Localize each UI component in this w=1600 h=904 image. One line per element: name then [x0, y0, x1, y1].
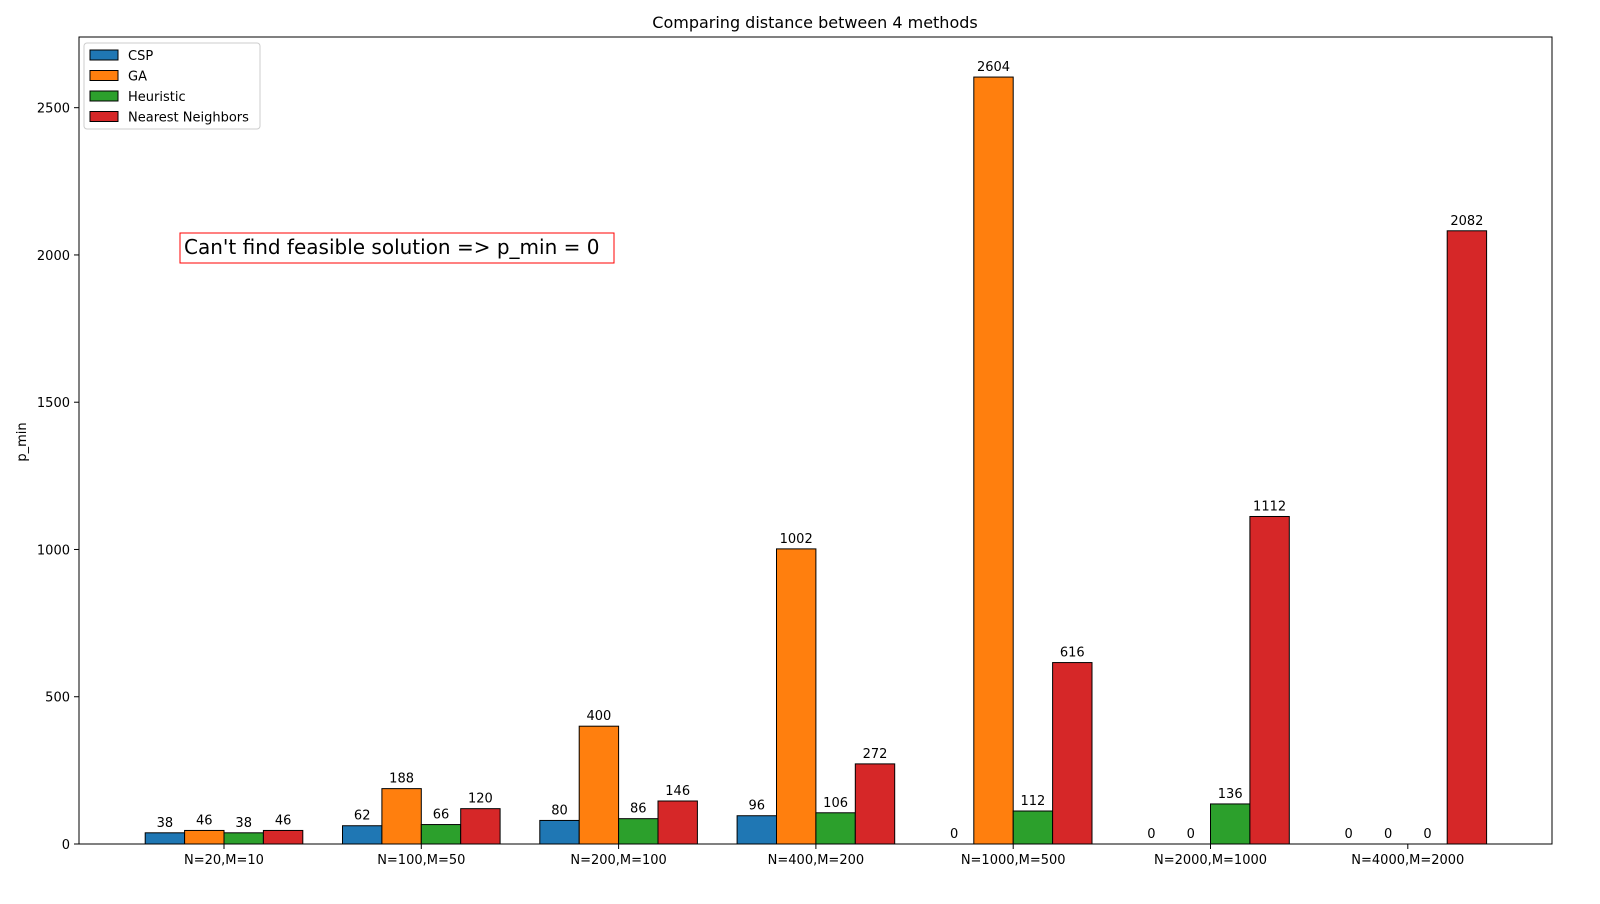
legend-item: Heuristic	[89, 90, 186, 105]
data-label: 188	[389, 772, 414, 787]
legend-swatch	[89, 70, 119, 81]
data-label: 86	[630, 802, 647, 817]
bar	[1012, 810, 1054, 845]
x-tick-label: N=100,M=50	[377, 853, 465, 868]
bar	[657, 800, 698, 845]
data-label: 0	[950, 827, 958, 842]
data-label: 96	[749, 799, 766, 814]
data-label: 146	[665, 784, 690, 799]
bar	[578, 725, 620, 845]
bar	[223, 832, 264, 845]
bar	[815, 812, 856, 845]
data-label: 1002	[780, 532, 813, 547]
bar	[184, 829, 225, 845]
legend-item: Nearest Neighbors	[89, 111, 249, 126]
data-label: 0	[1187, 827, 1195, 842]
data-label: 0	[1423, 827, 1431, 842]
bar	[539, 819, 580, 845]
y-tick-label: 2000	[37, 249, 70, 264]
data-label: 38	[235, 816, 252, 831]
data-label: 112	[1020, 794, 1045, 809]
bar	[144, 832, 186, 845]
y-axis-label: p_min	[15, 422, 30, 461]
chart-title: Comparing distance between 4 methods	[652, 13, 977, 32]
data-label: 38	[157, 816, 174, 831]
x-tick-label: N=400,M=200	[768, 853, 864, 868]
legend-swatch	[89, 90, 119, 102]
y-tick-label: 1000	[37, 543, 70, 558]
annotation-box	[179, 232, 615, 264]
bar	[262, 829, 304, 845]
bar	[381, 788, 422, 845]
legend-label: Heuristic	[128, 90, 186, 105]
data-label: 0	[1384, 827, 1392, 842]
x-tick-label: N=200,M=100	[570, 853, 666, 868]
legend-label: CSP	[128, 49, 153, 64]
data-label: 106	[823, 796, 848, 811]
data-label: 136	[1218, 787, 1243, 802]
data-label: 46	[275, 813, 292, 828]
data-label: 80	[551, 803, 568, 818]
data-label: 1112	[1253, 499, 1286, 514]
x-tick-label: N=4000,M=2000	[1351, 853, 1464, 868]
data-label: 120	[468, 792, 493, 807]
y-tick-label: 500	[45, 691, 70, 706]
data-label: 46	[196, 813, 213, 828]
legend-swatch	[89, 111, 119, 122]
data-label: 2604	[977, 60, 1010, 75]
y-tick-label: 0	[62, 838, 70, 853]
bar	[1052, 662, 1093, 845]
x-axis: N=20,M=10 N=100,M=50 N=200,M=100 N=400,M=20…	[184, 844, 1464, 868]
legend-box	[83, 42, 261, 130]
data-label: 272	[863, 747, 888, 762]
data-label: 2082	[1450, 214, 1483, 229]
annotation-text: Can't find feasible solution => p_min = …	[184, 235, 599, 259]
bar	[342, 825, 383, 845]
data-label: 0	[1345, 827, 1353, 842]
bar	[1446, 230, 1488, 845]
data-label: 0	[1147, 827, 1155, 842]
x-tick-label: N=1000,M=500	[961, 853, 1066, 868]
bar	[854, 763, 896, 845]
bar	[776, 548, 817, 845]
bar	[420, 824, 462, 845]
legend-swatch	[89, 49, 119, 61]
y-tick-label: 2500	[37, 102, 70, 117]
annotation: Can't find feasible solution => p_min = …	[179, 232, 615, 264]
y-axis: 0 500 1000 1500 2000 2500	[37, 102, 79, 853]
legend-item: GA	[89, 70, 147, 85]
bar	[1249, 515, 1290, 845]
bar	[460, 808, 501, 845]
x-tick-label: N=20,M=10	[184, 853, 264, 868]
bar	[736, 815, 777, 845]
legend: CSP GA Heuristic Nearest Neighbors	[83, 42, 261, 130]
data-label: 616	[1060, 646, 1085, 661]
legend-item: CSP	[89, 49, 153, 64]
data-label: 400	[586, 709, 611, 724]
bar	[618, 818, 659, 845]
bar	[973, 76, 1014, 845]
x-tick-label: N=2000,M=1000	[1154, 853, 1267, 868]
legend-label: Nearest Neighbors	[128, 111, 249, 126]
bar	[1210, 803, 1251, 845]
data-label: 62	[354, 809, 371, 824]
bars-layer	[144, 76, 1488, 845]
data-label: 66	[433, 808, 450, 823]
data-labels-layer: 38 46 38 46 62 188 66 120 80 400 86 146 96 1002 106 272…	[157, 60, 1484, 842]
legend-label: GA	[128, 70, 147, 85]
y-tick-label: 1500	[37, 396, 70, 411]
